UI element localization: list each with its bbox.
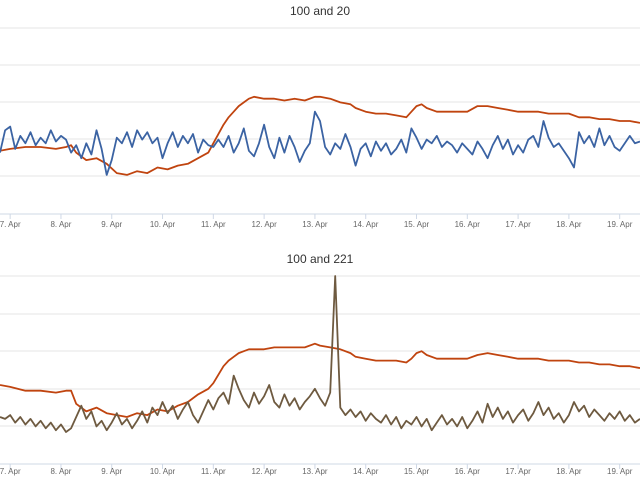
x-tick-label: 12. Apr xyxy=(251,220,277,229)
grid-lines xyxy=(0,27,640,215)
x-tick-label: 19. Apr xyxy=(607,220,633,229)
series-group xyxy=(0,275,640,433)
x-tick-label: 16. Apr xyxy=(455,220,481,229)
x-tick-label: 10. Apr xyxy=(150,220,176,229)
grid-lines xyxy=(0,275,640,465)
series-line-s221 xyxy=(0,275,640,433)
x-tick-label: 14. Apr xyxy=(353,220,379,229)
x-tick-label: 13. Apr xyxy=(302,220,328,229)
x-tick-label: 17. Apr xyxy=(505,467,531,476)
x-tick-label: 13. Apr xyxy=(302,467,328,476)
x-tick-label: 19. Apr xyxy=(607,467,633,476)
series-line-s100 xyxy=(0,342,640,418)
x-tick-label: 15. Apr xyxy=(404,467,430,476)
x-tick-label: 12. Apr xyxy=(251,467,277,476)
x-tick-label: 16. Apr xyxy=(455,467,481,476)
x-tick-label: 18. Apr xyxy=(556,467,582,476)
x-tick-label: 11. Apr xyxy=(201,220,226,229)
x-tick-label: 11. Apr xyxy=(201,467,226,476)
x-tick-label: 15. Apr xyxy=(404,220,430,229)
series-group xyxy=(0,95,640,176)
x-tick-label: 10. Apr xyxy=(150,467,176,476)
x-tick-label: 7. Apr xyxy=(0,220,21,229)
x-axis-ticks: 7. Apr 8. Apr 9. Apr 10. Apr 11. Apr 12. Apr 1… xyxy=(0,464,633,476)
x-axis-ticks: 7. Apr 8. Apr 9. Apr 10. Apr 11. Apr 12. Apr 1… xyxy=(0,214,633,229)
series-line-s100 xyxy=(0,95,640,176)
series-line-s20 xyxy=(0,110,640,176)
x-tick-label: 9. Apr xyxy=(101,220,122,229)
chart-title: 100 and 20 xyxy=(290,4,350,18)
chart-title: 100 and 221 xyxy=(287,252,354,266)
x-tick-label: 7. Apr xyxy=(0,467,21,476)
x-tick-label: 9. Apr xyxy=(101,467,122,476)
x-tick-label: 18. Apr xyxy=(556,220,582,229)
chart-100-and-221: 100 and 221 7. Apr 8. Apr 9. Apr 10. Apr 11.… xyxy=(0,252,640,476)
x-tick-label: 14. Apr xyxy=(353,467,379,476)
x-tick-label: 8. Apr xyxy=(50,467,71,476)
chart-100-and-20: 100 and 20 7. Apr 8. Apr 9. Apr 10. Apr 11. … xyxy=(0,4,640,229)
x-tick-label: 17. Apr xyxy=(505,220,531,229)
x-tick-label: 8. Apr xyxy=(50,220,71,229)
